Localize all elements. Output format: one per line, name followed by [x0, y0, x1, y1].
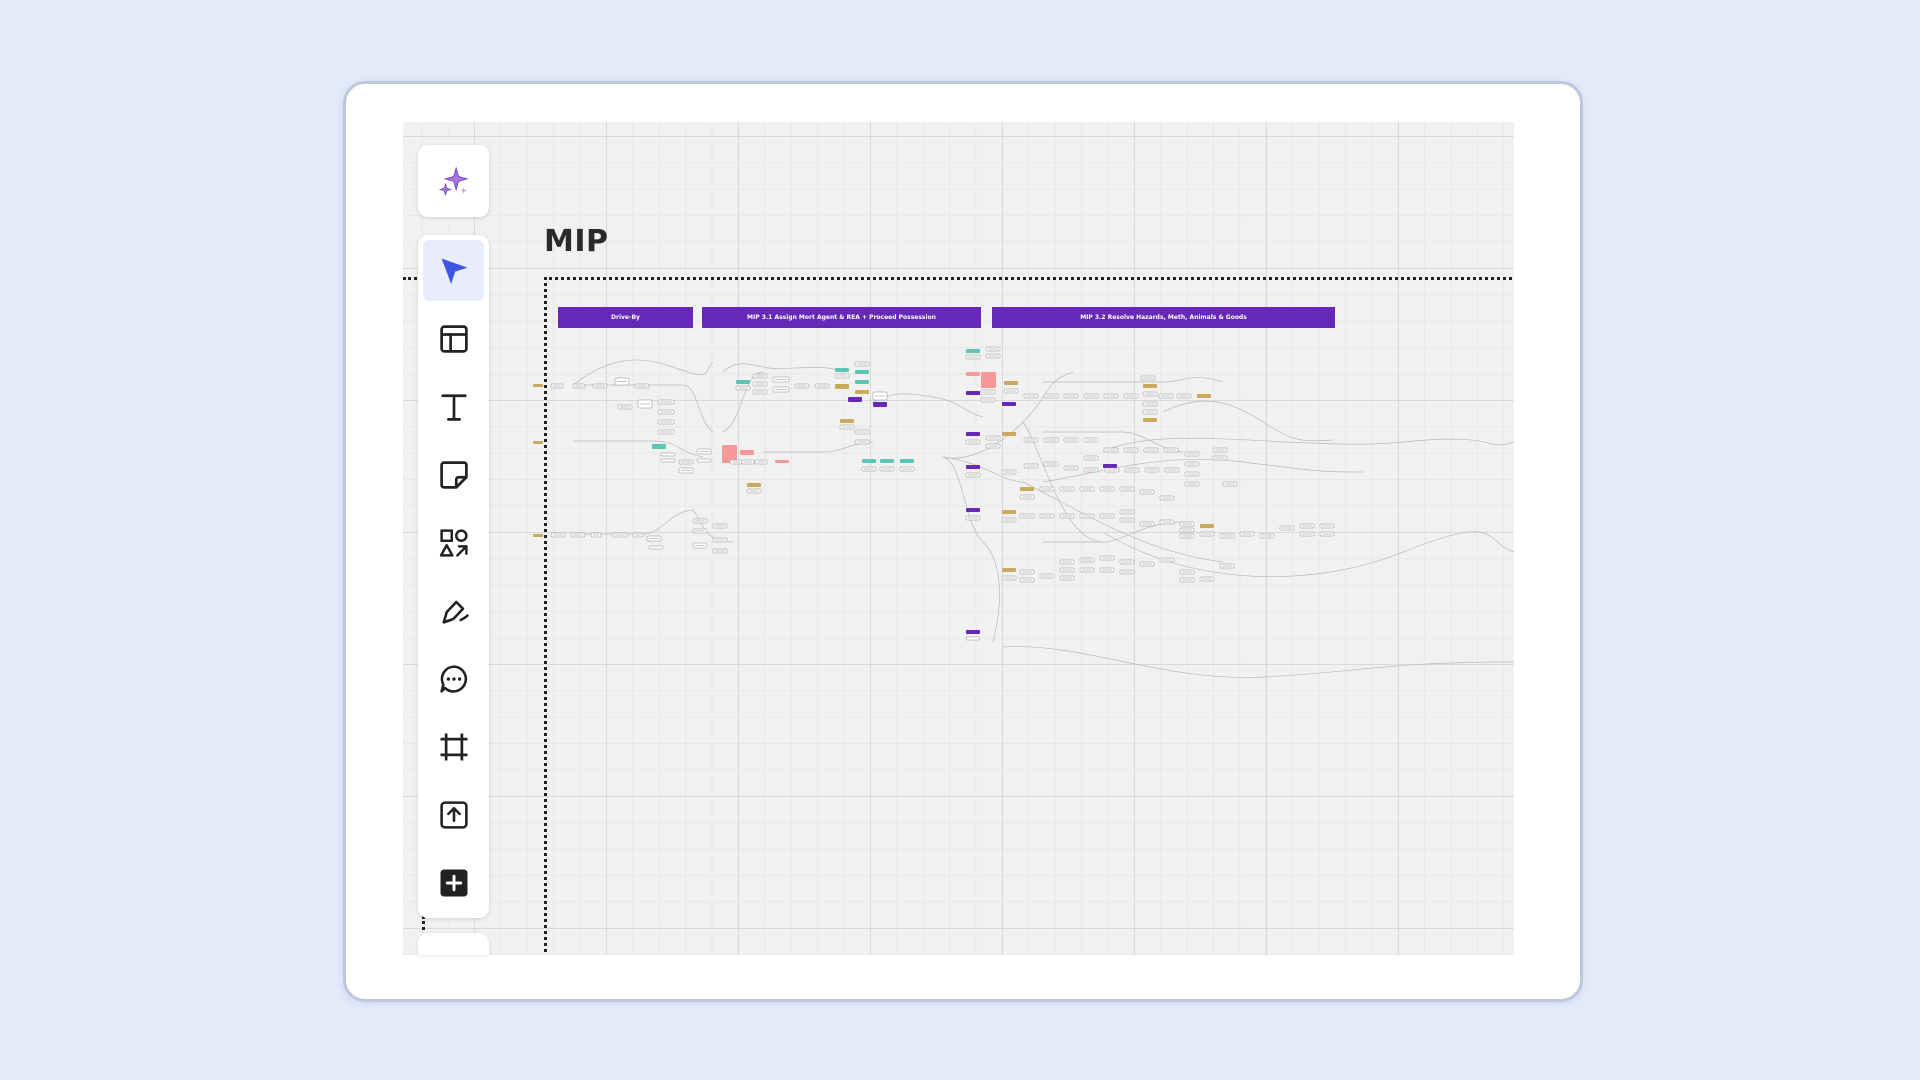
frame-tool-button[interactable]: [423, 716, 484, 777]
flow-node[interactable]: [880, 459, 894, 463]
connector: [1043, 377, 1224, 383]
flow-node[interactable]: [835, 384, 849, 389]
connector: [722, 371, 764, 433]
flow-node[interactable]: [736, 380, 750, 384]
flow-node[interactable]: [660, 458, 676, 463]
connector: [1002, 646, 1514, 678]
flow-node[interactable]: [1200, 524, 1214, 528]
more-apps-button[interactable]: [423, 852, 484, 913]
section-header-drive-by[interactable]: Drive-By: [558, 307, 693, 328]
connector: [872, 393, 984, 418]
connector: [1102, 531, 1514, 577]
flow-node[interactable]: [966, 508, 980, 512]
connector: [573, 384, 714, 433]
shapes-tool-button[interactable]: [423, 512, 484, 573]
flow-node[interactable]: [835, 368, 849, 372]
pen-icon: [442, 600, 469, 624]
pen-tool-button[interactable]: [423, 580, 484, 641]
flow-node[interactable]: [900, 459, 914, 463]
flow-node[interactable]: [1002, 402, 1016, 406]
upload-tool-button[interactable]: [423, 784, 484, 845]
frame-icon: [440, 733, 467, 760]
flow-node[interactable]: [848, 397, 862, 402]
connector: [1162, 400, 1334, 442]
flow-node[interactable]: [648, 545, 664, 550]
text-icon: [440, 393, 467, 421]
templates-tool-button[interactable]: [423, 308, 484, 369]
section-header-mip-3-1[interactable]: MIP 3.1 Assign Mort Agent & REA + Procee…: [702, 307, 981, 328]
connector: [722, 363, 844, 373]
flow-node[interactable]: [1197, 394, 1211, 398]
flow-node[interactable]: [747, 483, 761, 487]
ai-assistant-button[interactable]: [418, 145, 489, 217]
flow-node[interactable]: [722, 445, 737, 463]
flow-node[interactable]: [1143, 384, 1157, 388]
board-canvas[interactable]: MIP Drive-By MIP 3.1 Assign Mort Agent &…: [403, 122, 1514, 955]
secondary-toolbar-edge: [418, 933, 489, 955]
flow-node[interactable]: [873, 402, 887, 407]
shapes-icon: [439, 528, 468, 557]
flow-node[interactable]: [966, 465, 980, 469]
flow-node[interactable]: [1004, 381, 1018, 385]
upload-icon: [439, 800, 468, 829]
flow-node[interactable]: [966, 630, 980, 634]
flow-node[interactable]: [981, 372, 996, 388]
flow-node[interactable]: [965, 636, 981, 641]
flow-node[interactable]: [740, 450, 754, 455]
flow-node[interactable]: [696, 458, 712, 463]
sparkle-icon: [438, 166, 469, 197]
flow-node[interactable]: [533, 441, 543, 444]
flow-node[interactable]: [1002, 510, 1016, 514]
frame-border-left-stub: [403, 277, 417, 280]
flow-node[interactable]: [855, 390, 869, 394]
connector: [1042, 458, 1364, 483]
board-frame[interactable]: [544, 277, 1514, 955]
connector: [1022, 421, 1104, 543]
flow-node[interactable]: [855, 380, 869, 384]
text-tool-button[interactable]: [423, 376, 484, 437]
connector: [1043, 521, 1184, 543]
flowchart-diagram[interactable]: [403, 122, 1514, 955]
layout-icon: [439, 324, 468, 353]
sticky-note-tool-button[interactable]: [423, 444, 484, 505]
flow-node[interactable]: [1002, 432, 1016, 436]
section-header-mip-3-2[interactable]: MIP 3.2 Resolve Hazards, Meth, Animals &…: [992, 307, 1335, 328]
connector: [942, 456, 1000, 643]
comment-icon: [439, 664, 467, 693]
flow-node[interactable]: [533, 384, 543, 387]
connector: [1102, 437, 1514, 453]
flow-node[interactable]: [1143, 418, 1157, 422]
connector: [572, 359, 714, 386]
flow-node[interactable]: [660, 452, 676, 457]
flow-node[interactable]: [652, 444, 666, 449]
frame-border-bottom-stub: [422, 916, 425, 930]
flow-node[interactable]: [966, 349, 980, 353]
flow-node[interactable]: [1020, 487, 1034, 491]
flow-node[interactable]: [855, 370, 869, 374]
main-toolbar: [418, 235, 489, 918]
connector: [942, 456, 1024, 483]
board-title: MIP: [544, 224, 609, 259]
flow-node[interactable]: [862, 459, 876, 463]
connector: [573, 440, 704, 458]
connector: [1022, 481, 1224, 563]
select-tool-button[interactable]: [423, 240, 484, 301]
cursor-arrow-icon: [441, 258, 467, 284]
flow-node[interactable]: [840, 419, 854, 423]
flow-node[interactable]: [775, 460, 789, 463]
flow-node[interactable]: [1103, 464, 1117, 468]
flow-node[interactable]: [966, 372, 980, 376]
flow-node[interactable]: [1002, 568, 1016, 572]
flow-node[interactable]: [533, 534, 543, 537]
plus-square-icon: [440, 869, 467, 896]
flow-node[interactable]: [966, 391, 980, 395]
sticky-note-icon: [439, 460, 468, 489]
connector: [573, 509, 694, 535]
flow-node[interactable]: [966, 432, 980, 436]
comment-tool-button[interactable]: [423, 648, 484, 709]
